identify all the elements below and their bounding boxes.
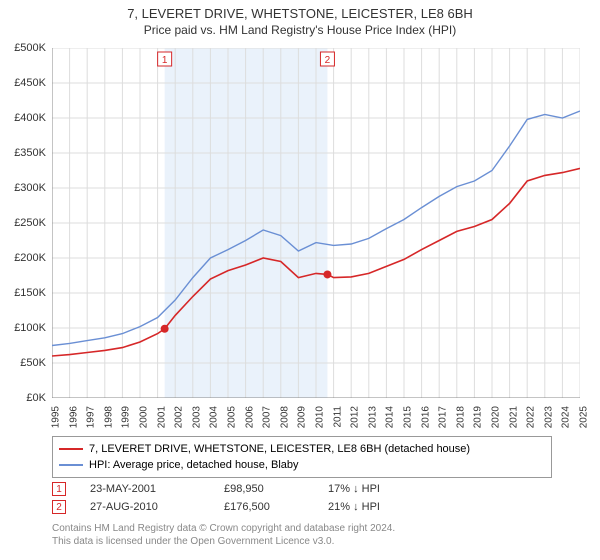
sale-marker-date-2: 27-AUG-2010 <box>90 501 200 513</box>
attribution: Contains HM Land Registry data © Crown c… <box>52 522 572 548</box>
legend-item-price: 7, LEVERET DRIVE, WHETSTONE, LEICESTER, … <box>59 441 545 457</box>
svg-text:2: 2 <box>325 55 331 66</box>
chart-title: 7, LEVERET DRIVE, WHETSTONE, LEICESTER, … <box>0 6 600 21</box>
plot-area: 12 <box>52 48 580 398</box>
x-tick-label: 2000 <box>139 406 150 428</box>
sale-marker-num-2: 2 <box>52 500 66 514</box>
y-tick-label: £400K <box>14 112 46 124</box>
sale-marker-num-1: 1 <box>52 482 66 496</box>
sale-marker-row-2: 2 27-AUG-2010 £176,500 21% ↓ HPI <box>52 498 552 516</box>
x-tick-label: 2004 <box>209 406 220 428</box>
x-tick-label: 1996 <box>68 406 79 428</box>
x-tick-label: 2025 <box>579 406 590 428</box>
x-tick-label: 2020 <box>491 406 502 428</box>
y-tick-label: £150K <box>14 287 46 299</box>
y-tick-label: £0K <box>26 392 46 404</box>
x-tick-label: 2021 <box>508 406 519 428</box>
y-tick-label: £500K <box>14 42 46 54</box>
legend-label-price: 7, LEVERET DRIVE, WHETSTONE, LEICESTER, … <box>89 443 470 455</box>
x-tick-label: 2017 <box>438 406 449 428</box>
y-tick-label: £100K <box>14 322 46 334</box>
x-tick-label: 1997 <box>86 406 97 428</box>
x-tick-label: 2011 <box>332 406 343 428</box>
y-axis: £0K£50K£100K£150K£200K£250K£300K£350K£40… <box>0 48 50 398</box>
x-tick-label: 2016 <box>420 406 431 428</box>
sale-marker-date-1: 23-MAY-2001 <box>90 483 200 495</box>
x-tick-label: 2024 <box>561 406 572 428</box>
x-tick-label: 2013 <box>367 406 378 428</box>
svg-text:1: 1 <box>162 55 168 66</box>
sale-marker-price-2: £176,500 <box>224 501 304 513</box>
x-tick-label: 2007 <box>262 406 273 428</box>
x-tick-label: 2014 <box>385 406 396 428</box>
sale-marker-row-1: 1 23-MAY-2001 £98,950 17% ↓ HPI <box>52 480 552 498</box>
x-tick-label: 2006 <box>244 406 255 428</box>
x-tick-label: 2003 <box>191 406 202 428</box>
y-tick-label: £350K <box>14 147 46 159</box>
y-tick-label: £250K <box>14 217 46 229</box>
x-tick-label: 2009 <box>297 406 308 428</box>
x-tick-label: 2002 <box>174 406 185 428</box>
sale-markers-table: 1 23-MAY-2001 £98,950 17% ↓ HPI 2 27-AUG… <box>52 480 552 516</box>
x-tick-label: 2012 <box>350 406 361 428</box>
x-tick-label: 2005 <box>227 406 238 428</box>
sale-marker-hpi-1: 17% ↓ HPI <box>328 483 448 495</box>
x-tick-label: 1998 <box>103 406 114 428</box>
x-tick-label: 2008 <box>279 406 290 428</box>
x-tick-label: 2019 <box>473 406 484 428</box>
attribution-line-1: Contains HM Land Registry data © Crown c… <box>52 522 572 535</box>
legend: 7, LEVERET DRIVE, WHETSTONE, LEICESTER, … <box>52 436 552 478</box>
sale-marker-hpi-2: 21% ↓ HPI <box>328 501 448 513</box>
x-tick-label: 1995 <box>51 406 62 428</box>
x-tick-label: 2001 <box>156 406 167 428</box>
sale-marker-price-1: £98,950 <box>224 483 304 495</box>
legend-label-hpi: HPI: Average price, detached house, Blab… <box>89 459 299 471</box>
legend-swatch-hpi <box>59 464 83 466</box>
plot-svg: 12 <box>52 48 580 398</box>
x-tick-label: 2018 <box>455 406 466 428</box>
y-tick-label: £50K <box>20 357 46 369</box>
chart-subtitle: Price paid vs. HM Land Registry's House … <box>0 23 600 37</box>
x-tick-label: 2023 <box>543 406 554 428</box>
x-axis: 1995 1996 1997 1998 1999 2000 2001 2002 2003 2004… <box>52 400 580 440</box>
sale-marker-dot-1 <box>161 325 169 333</box>
x-tick-label: 2015 <box>403 406 414 428</box>
x-tick-label: 1999 <box>121 406 132 428</box>
attribution-line-2: This data is licensed under the Open Gov… <box>52 535 572 548</box>
y-tick-label: £200K <box>14 252 46 264</box>
y-tick-label: £300K <box>14 182 46 194</box>
chart-titles: 7, LEVERET DRIVE, WHETSTONE, LEICESTER, … <box>0 0 600 37</box>
legend-item-hpi: HPI: Average price, detached house, Blab… <box>59 457 545 473</box>
hpi-price-chart: 7, LEVERET DRIVE, WHETSTONE, LEICESTER, … <box>0 0 600 560</box>
x-tick-label: 2010 <box>315 406 326 428</box>
x-tick-label: 2022 <box>526 406 537 428</box>
y-tick-label: £450K <box>14 77 46 89</box>
sale-marker-dot-2 <box>323 270 331 278</box>
legend-swatch-price <box>59 448 83 450</box>
